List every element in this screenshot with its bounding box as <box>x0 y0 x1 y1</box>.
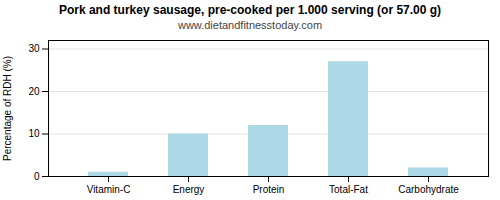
svg-text:Vitamin-C: Vitamin-C <box>87 184 131 195</box>
svg-text:30: 30 <box>28 43 40 54</box>
svg-text:20: 20 <box>28 86 40 97</box>
svg-text:Protein: Protein <box>253 184 285 195</box>
svg-text:0: 0 <box>34 171 40 182</box>
html-text:www.dietandfitnesstoday.com: www.dietandfitnesstoday.com <box>178 19 322 31</box>
svg-text:Carbohydrate: Carbohydrate <box>398 184 459 195</box>
svg-text:Energy: Energy <box>173 184 205 195</box>
html-text:Pork and turkey sausage, pre-c: Pork and turkey sausage, pre-cooked per … <box>58 3 442 17</box>
svg-text:Total-Fat: Total-Fat <box>329 184 368 195</box>
svg-text:Percentage of RDH (%): Percentage of RDH (%) <box>2 56 13 161</box>
svg-text:10: 10 <box>28 128 40 139</box>
